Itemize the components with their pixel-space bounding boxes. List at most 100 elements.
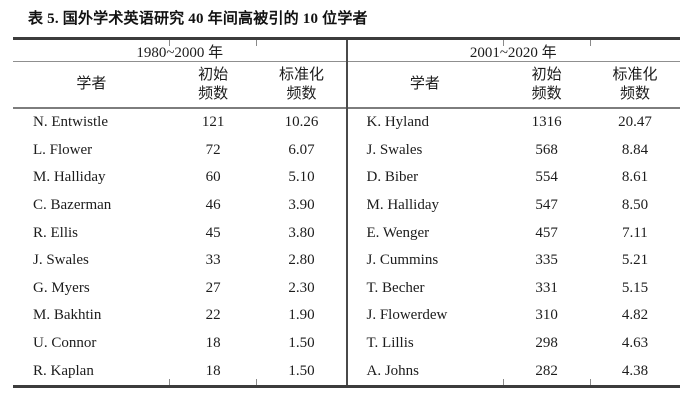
scholar-name: R. Kaplan <box>33 362 94 379</box>
scholar-name: T. Becher <box>366 279 425 296</box>
normalized-frequency-value: 4.82 <box>621 307 649 324</box>
initial-frequency-header-line1: 初始 <box>531 66 562 83</box>
initial-frequency-value: 282 <box>535 362 558 379</box>
table-caption: 表 5. 国外学术英语研究 40 年间高被引的 10 位学者 <box>28 11 368 27</box>
column-boundary-tick <box>256 379 257 385</box>
column-boundary-tick <box>503 379 504 385</box>
table-row: R. Ellis 45 3.80 E. Wenger 457 7.11 <box>13 219 680 247</box>
scholar-column-header: 学者 <box>409 76 440 92</box>
initial-frequency-value: 335 <box>535 252 558 269</box>
normalized-frequency-value: 8.50 <box>621 197 649 214</box>
scholar-name: M. Bakhtin <box>33 307 102 324</box>
normalized-frequency-header-line1: 标准化 <box>278 66 324 83</box>
column-boundary-tick <box>590 40 591 46</box>
initial-frequency-value: 121 <box>201 114 225 131</box>
initial-frequency-value: 27 <box>205 279 221 296</box>
scholar-name: J. Swales <box>366 141 423 158</box>
column-headers-left: 学者 初始 频数 标准化 频数 <box>13 62 347 107</box>
normalized-frequency-header-line2: 频数 <box>619 85 650 102</box>
initial-frequency-value: 298 <box>535 335 558 352</box>
normalized-frequency-value: 5.10 <box>288 169 315 186</box>
initial-frequency-value: 547 <box>535 197 558 214</box>
column-headers-right: 学者 初始 频数 标准化 频数 <box>347 62 681 107</box>
scholars-table: 1980~2000 年 2001~2020 年 学者 初始 频数 标准化 频数 … <box>13 37 680 388</box>
scholar-name: G. Myers <box>33 279 90 296</box>
scholar-name: L. Flower <box>33 141 93 158</box>
normalized-frequency-value: 6.07 <box>288 141 315 158</box>
scholar-name: J. Cummins <box>366 252 439 269</box>
initial-frequency-value: 331 <box>535 279 558 296</box>
initial-frequency-value: 554 <box>535 169 558 186</box>
scholar-name: J. Flowerdew <box>366 307 448 324</box>
table-row: M. Halliday 60 5.10 D. Biber 554 8.61 <box>13 164 680 192</box>
normalized-frequency-value: 7.11 <box>622 224 648 241</box>
column-boundary-tick <box>169 379 170 385</box>
initial-frequency-header-line1: 初始 <box>198 66 229 83</box>
normalized-frequency-value: 3.80 <box>288 224 315 241</box>
normalized-frequency-column-header: 标准化 频数 <box>256 66 346 104</box>
normalized-frequency-value: 2.80 <box>288 252 315 269</box>
table-row: R. Kaplan 18 1.50 A. Johns 282 4.38 <box>13 357 680 385</box>
scholar-name: T. Lillis <box>366 335 414 352</box>
scholar-column-header: 学者 <box>76 76 107 92</box>
normalized-frequency-value: 4.63 <box>621 335 649 352</box>
table-row: J. Swales 33 2.80 J. Cummins 335 5.21 <box>13 247 680 275</box>
column-boundary-tick <box>169 40 170 46</box>
table-row: M. Bakhtin 22 1.90 J. Flowerdew 310 4.82 <box>13 302 680 330</box>
initial-frequency-header-line2: 频数 <box>531 85 562 102</box>
table-row: G. Myers 27 2.30 T. Becher 331 5.15 <box>13 275 680 303</box>
period-header-1980-2000: 1980~2000 年 <box>136 44 224 61</box>
normalized-frequency-value: 5.21 <box>621 252 649 269</box>
normalized-frequency-value: 4.38 <box>621 362 649 379</box>
initial-frequency-value: 22 <box>205 307 221 324</box>
normalized-frequency-value: 5.15 <box>621 279 649 296</box>
initial-frequency-column-header: 初始 频数 <box>170 66 257 104</box>
initial-frequency-value: 33 <box>205 252 221 269</box>
scholar-name: E. Wenger <box>366 224 430 241</box>
scholar-name: A. Johns <box>366 362 420 379</box>
scholar-name: M. Halliday <box>33 169 106 186</box>
scholar-name: J. Swales <box>33 252 89 269</box>
table-row: C. Bazerman 46 3.90 M. Halliday 547 8.50 <box>13 192 680 220</box>
initial-frequency-value: 457 <box>535 224 558 241</box>
normalized-frequency-value: 1.50 <box>288 362 315 379</box>
normalized-frequency-value: 2.30 <box>288 279 315 296</box>
column-boundary-tick <box>256 40 257 46</box>
initial-frequency-column-header: 初始 频数 <box>503 66 590 104</box>
normalized-frequency-value: 1.90 <box>288 307 315 324</box>
initial-frequency-value: 568 <box>535 141 558 158</box>
normalized-frequency-value: 10.26 <box>284 114 319 131</box>
initial-frequency-header-line2: 频数 <box>198 85 229 102</box>
normalized-frequency-value: 3.90 <box>288 197 315 214</box>
scholar-name: M. Halliday <box>366 197 440 214</box>
scholar-name: D. Biber <box>366 169 419 186</box>
period-header-2001-2020: 2001~2020 年 <box>469 44 557 61</box>
initial-frequency-value: 72 <box>205 141 221 158</box>
table-row: N. Entwistle 121 10.26 K. Hyland 1316 20… <box>13 109 680 137</box>
scholar-name: C. Bazerman <box>33 197 112 214</box>
initial-frequency-value: 18 <box>205 335 221 352</box>
scholar-name: K. Hyland <box>366 114 430 131</box>
initial-frequency-value: 310 <box>535 307 558 324</box>
normalized-frequency-value: 8.84 <box>621 141 649 158</box>
normalized-frequency-header-line1: 标准化 <box>612 66 658 83</box>
normalized-frequency-header-line2: 频数 <box>286 85 317 102</box>
initial-frequency-value: 1316 <box>531 114 562 131</box>
scholar-name: U. Connor <box>33 335 97 352</box>
column-boundary-tick <box>590 379 591 385</box>
scholar-name: R. Ellis <box>33 224 79 241</box>
initial-frequency-value: 18 <box>205 362 221 379</box>
column-boundary-tick <box>503 40 504 46</box>
column-group-divider <box>346 40 348 385</box>
normalized-frequency-column-header: 标准化 频数 <box>590 66 680 104</box>
table-row: U. Connor 18 1.50 T. Lillis 298 4.63 <box>13 330 680 358</box>
initial-frequency-value: 60 <box>205 169 221 186</box>
normalized-frequency-value: 20.47 <box>618 114 652 131</box>
table-row: L. Flower 72 6.07 J. Swales 568 8.84 <box>13 137 680 165</box>
normalized-frequency-value: 8.61 <box>621 169 649 186</box>
initial-frequency-value: 45 <box>205 224 221 241</box>
initial-frequency-value: 46 <box>205 197 221 214</box>
normalized-frequency-value: 1.50 <box>288 335 315 352</box>
scholar-name: N. Entwistle <box>33 114 108 131</box>
